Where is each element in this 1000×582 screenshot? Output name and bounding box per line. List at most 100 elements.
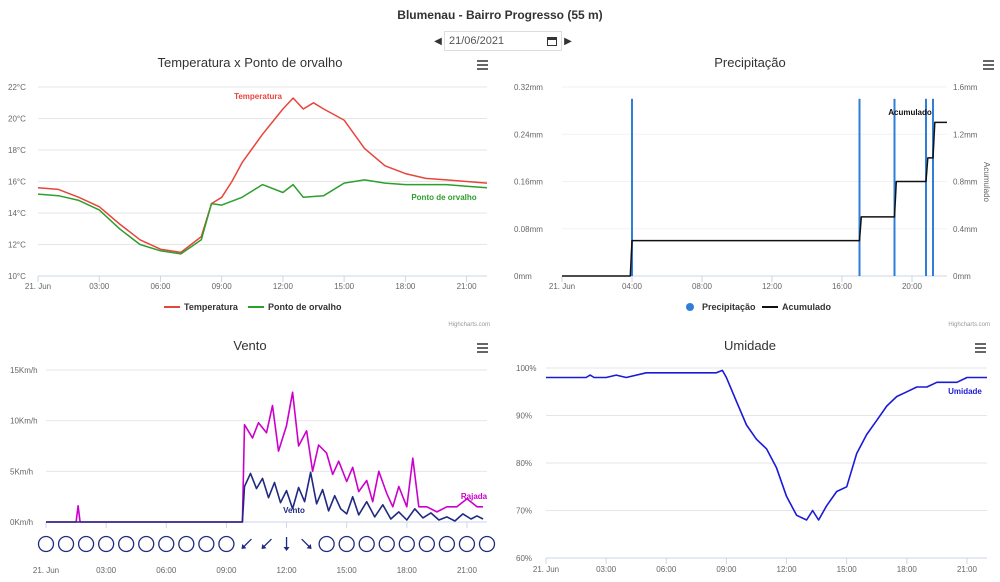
precipitation-bar [925, 99, 927, 276]
date-value: 21/06/2021 [449, 35, 504, 47]
wind-direction-arrow [300, 537, 314, 551]
y2-tick-label: 0.4mm [953, 225, 978, 234]
x-tick-label: 06:00 [150, 282, 171, 291]
chart-title: Vento [233, 338, 266, 353]
arrow-head [284, 547, 290, 551]
legend-item: Temperatura [184, 302, 239, 312]
series-line-temperatura [38, 98, 487, 252]
x-tick-label: 04:00 [622, 282, 643, 291]
y-tick-label: 60% [516, 554, 532, 563]
x-tick-label: 21. Jun [549, 282, 575, 291]
calm-wind-marker [419, 537, 434, 552]
calm-wind-marker [379, 537, 394, 552]
calm-wind-marker [199, 537, 214, 552]
series-label: Ponto de orvalho [411, 193, 476, 202]
legend-item: Precipitação [702, 302, 756, 312]
calendar-icon[interactable] [547, 37, 557, 46]
credits: Highcharts.com [448, 322, 490, 328]
calm-wind-marker [359, 537, 374, 552]
calm-wind-marker [459, 537, 474, 552]
y-tick-label: 18°C [8, 146, 26, 155]
x-tick-label: 21:00 [457, 282, 478, 291]
chart-title: Umidade [724, 338, 776, 353]
x-tick-label: 03:00 [596, 565, 617, 574]
prev-day-button[interactable]: ◀ [432, 30, 444, 52]
calm-wind-marker [79, 537, 94, 552]
wind-direction-arrow [284, 537, 290, 551]
chart-title: Precipitação [714, 55, 786, 70]
y-tick-label: 100% [516, 364, 536, 373]
y-tick-label: 14°C [8, 209, 26, 218]
legend-item: Acumulado [782, 302, 832, 312]
y-tick-label: 10Km/h [10, 417, 38, 426]
page-title: Blumenau - Bairro Progresso (55 m) [0, 8, 1000, 22]
y-tick-label: 22°C [8, 83, 26, 92]
series-label: Rajada [461, 492, 488, 501]
hamburger-menu-icon[interactable] [477, 60, 488, 70]
caret-left-icon: ◀ [434, 36, 442, 47]
calm-wind-marker [159, 537, 174, 552]
precipitation-bar [932, 99, 934, 276]
date-navigator: ◀ 21/06/2021 ▶ [432, 30, 574, 52]
temperature-chart: Temperatura x Ponto de orvalho10°C12°C14… [0, 52, 500, 332]
y-tick-label: 80% [516, 459, 532, 468]
x-tick-label: 09:00 [212, 282, 233, 291]
calm-wind-marker [399, 537, 414, 552]
y-tick-label: 10°C [8, 272, 26, 281]
x-tick-label: 12:00 [777, 565, 798, 574]
x-tick-label: 15:00 [334, 282, 355, 291]
calm-wind-marker [99, 537, 114, 552]
x-tick-label: 20:00 [902, 282, 923, 291]
series-line-rajada [46, 392, 483, 522]
calm-wind-marker [39, 537, 54, 552]
y-tick-label: 16°C [8, 178, 26, 187]
hamburger-menu-icon[interactable] [975, 343, 986, 353]
x-tick-label: 09:00 [716, 565, 737, 574]
precipitation-chart: Precipitação0mm0.08mm0.16mm0.24mm0.32mm2… [500, 52, 1000, 332]
precipitation-bar [894, 99, 896, 276]
series-line-umidade [546, 370, 987, 520]
legend-symbol [686, 303, 694, 311]
y-tick-label: 0mm [514, 272, 532, 281]
calm-wind-marker [139, 537, 154, 552]
calm-wind-marker [339, 537, 354, 552]
series-label: Umidade [948, 387, 982, 396]
next-day-button[interactable]: ▶ [562, 30, 574, 52]
x-tick-label: 12:00 [277, 566, 298, 575]
x-tick-label: 18:00 [897, 565, 918, 574]
calm-wind-marker [480, 537, 495, 552]
x-tick-label: 15:00 [837, 565, 858, 574]
calm-wind-marker [319, 537, 334, 552]
hamburger-menu-icon[interactable] [983, 60, 994, 70]
y2-tick-label: 1.2mm [953, 130, 978, 139]
series-label: Acumulado [888, 108, 932, 117]
series-label: Temperatura [234, 92, 282, 101]
x-tick-label: 21. Jun [25, 282, 51, 291]
calm-wind-marker [439, 537, 454, 552]
x-tick-label: 12:00 [762, 282, 783, 291]
y-tick-label: 5Km/h [10, 467, 33, 476]
x-tick-label: 09:00 [216, 566, 237, 575]
hamburger-menu-icon[interactable] [477, 343, 488, 353]
x-tick-label: 03:00 [89, 282, 110, 291]
date-input[interactable]: 21/06/2021 [444, 31, 562, 51]
series-line-acumulado [562, 122, 947, 276]
y-tick-label: 12°C [8, 241, 26, 250]
y-tick-label: 20°C [8, 115, 26, 124]
credits: Highcharts.com [948, 322, 990, 328]
y-tick-label: 0.16mm [514, 178, 543, 187]
calm-wind-marker [179, 537, 194, 552]
caret-right-icon: ▶ [564, 36, 572, 47]
x-tick-label: 12:00 [273, 282, 294, 291]
calm-wind-marker [59, 537, 74, 552]
y2-axis-label: Acumulado [982, 162, 991, 203]
y2-tick-label: 0mm [953, 272, 971, 281]
y-tick-label: 0Km/h [10, 518, 33, 527]
wind-direction-arrow [259, 537, 273, 551]
x-tick-label: 06:00 [656, 565, 677, 574]
x-tick-label: 21. Jun [33, 566, 59, 575]
